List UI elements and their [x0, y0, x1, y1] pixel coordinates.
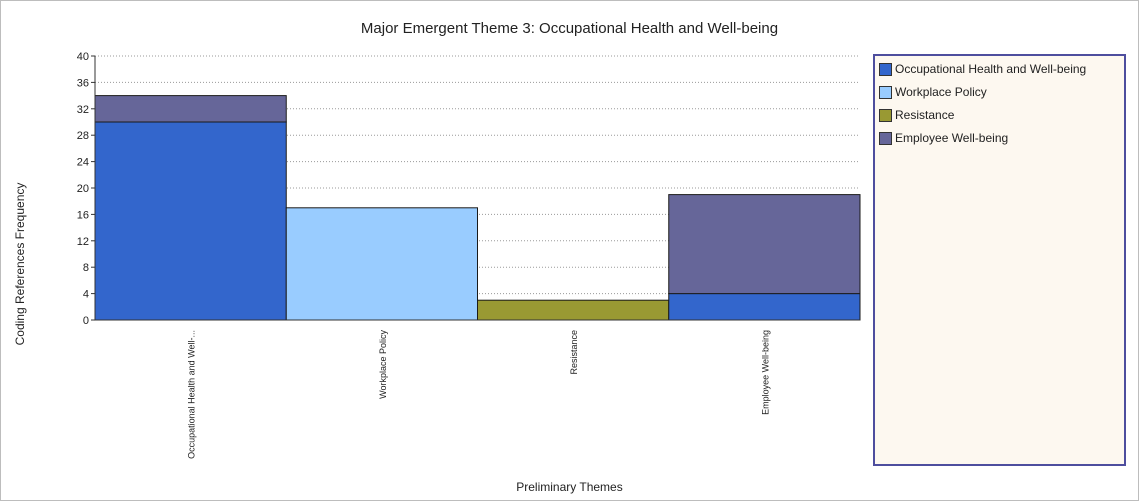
- legend-label: Workplace Policy: [895, 85, 987, 99]
- y-tick-label: 24: [77, 157, 89, 169]
- legend-swatch: [879, 85, 892, 99]
- legend-item: Workplace Policy: [879, 85, 987, 99]
- y-tick-label: 0: [83, 315, 89, 327]
- legend: Occupational Health and Well-being Workpl…: [873, 54, 1126, 466]
- x-tick-label: Workplace Policy: [378, 330, 388, 399]
- legend-item: Resistance: [879, 108, 954, 122]
- legend-label: Resistance: [895, 108, 955, 122]
- legend-label: Occupational Health and Well-being: [895, 62, 1087, 76]
- legend-swatch: [879, 108, 892, 122]
- bar-segment: [94, 121, 287, 321]
- x-axis-label: Preliminary Themes: [516, 480, 623, 494]
- y-tick-label: 16: [77, 209, 89, 221]
- chart-title: Major Emergent Theme 3: Occupational Hea…: [360, 20, 779, 37]
- x-tick-label: Resistance: [569, 330, 579, 375]
- bar-segment: [94, 95, 287, 123]
- y-tick-label: 40: [77, 51, 89, 63]
- y-tick-label: 8: [83, 262, 89, 274]
- y-tick-label: 36: [77, 77, 89, 89]
- legend-swatch: [879, 62, 892, 76]
- bar-segment: [668, 194, 861, 295]
- legend-label: Employee Well-being: [895, 131, 1009, 145]
- legend-item: Occupational Health and Well-being: [879, 62, 1086, 76]
- y-tick-label: 20: [77, 183, 89, 195]
- bar-segment: [477, 299, 670, 321]
- legend-item: Employee Well-being: [879, 131, 1008, 145]
- y-tick-label: 12: [77, 236, 89, 248]
- bar-segment: [285, 207, 478, 321]
- y-tick-label: 32: [77, 104, 89, 116]
- y-tick-label: 28: [77, 130, 89, 142]
- y-tick-label: 4: [83, 289, 89, 301]
- x-tick-label: Occupational Health and Well-...: [187, 330, 197, 459]
- legend-swatch: [879, 131, 892, 145]
- bar-segment: [668, 293, 861, 321]
- x-tick-label: Employee Well-being: [760, 330, 770, 415]
